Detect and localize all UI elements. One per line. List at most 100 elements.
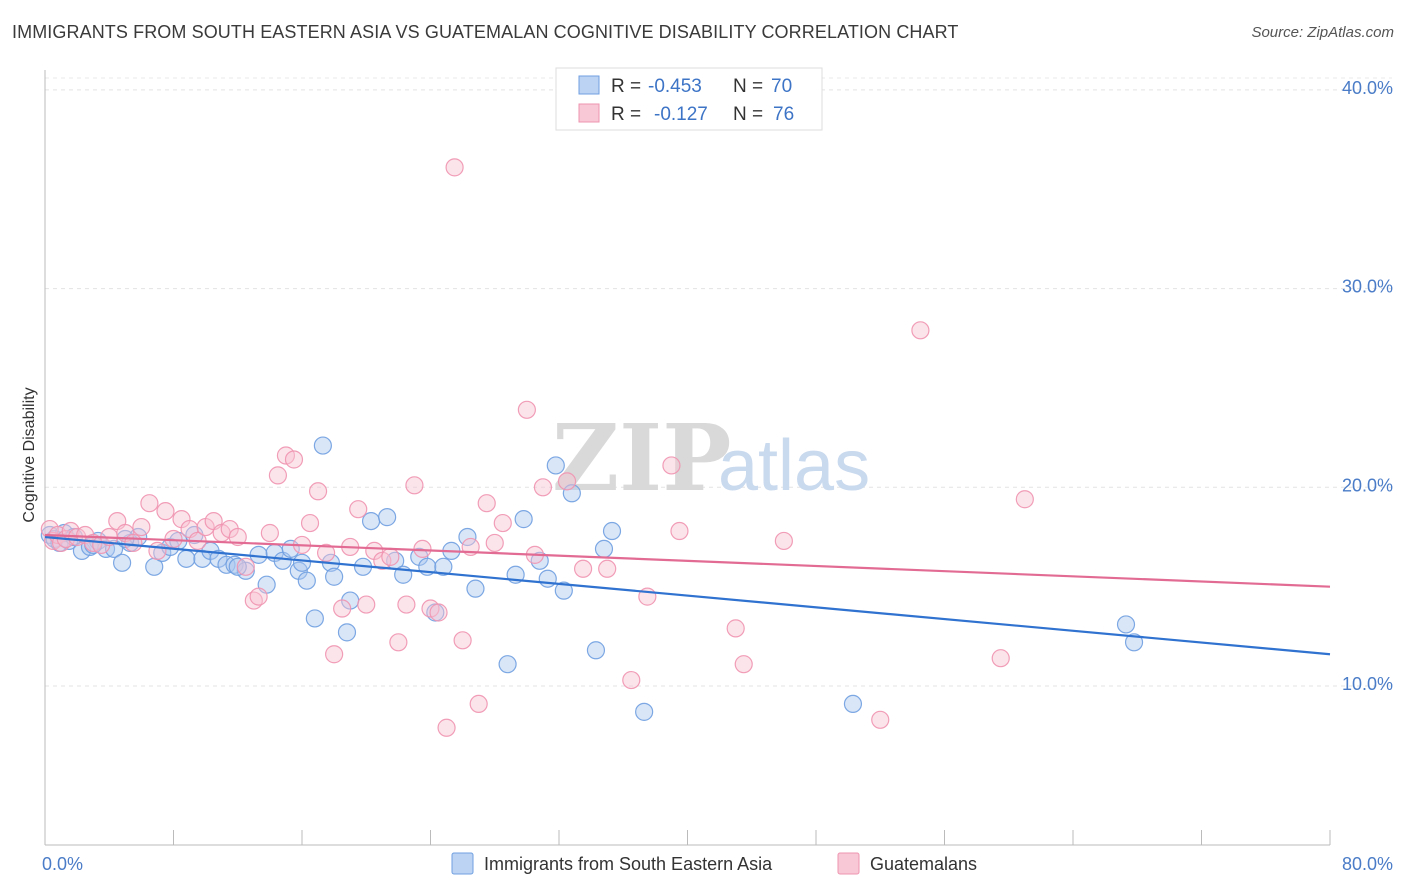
watermark-zip: ZIP (552, 404, 731, 512)
point-guatemalans (517, 400, 536, 419)
point-guatemalans (573, 559, 593, 578)
bottom-legend-label-guatemalans: Guatemalans (870, 854, 977, 874)
point-guatemalans (300, 513, 320, 533)
point-guatemalans (249, 587, 268, 606)
point-guatemalans (429, 603, 448, 622)
point-guatemalans (726, 619, 745, 638)
point-guatemalans (148, 541, 167, 560)
point-guatemalans (453, 631, 472, 650)
point-sea (538, 569, 557, 588)
watermark: ZIP atlas (552, 404, 870, 512)
point-guatemalans (316, 543, 336, 562)
point-guatemalans (381, 547, 400, 566)
point-sea (514, 510, 533, 529)
point-sea (292, 553, 312, 572)
axes: 10.0% 20.0% 30.0% 40.0% (44, 70, 1393, 846)
watermark-atlas: atlas (718, 426, 870, 506)
point-guatemalans (308, 482, 328, 501)
point-sea (1116, 615, 1136, 634)
point-sea (562, 484, 581, 503)
point-sea (177, 549, 196, 568)
y-tick-label: 30.0% (1342, 277, 1393, 297)
legend-swatch-guatemalans (578, 103, 600, 123)
point-guatemalans (357, 595, 376, 614)
point-guatemalans (493, 513, 512, 533)
x-tick-label-min: 0.0% (42, 854, 83, 874)
point-sea (225, 555, 244, 574)
point-sea (313, 436, 332, 455)
legend-r-label-sea: R = (611, 76, 641, 97)
chart-title: IMMIGRANTS FROM SOUTH EASTERN ASIA VS GU… (12, 22, 959, 42)
point-guatemalans (445, 158, 464, 177)
point-sea (305, 609, 324, 628)
point-sea (554, 581, 573, 600)
legend-r-label-guatemalans: R = (611, 104, 641, 125)
point-sea (530, 551, 549, 570)
legend-r-value-sea: -0.453 (648, 76, 702, 97)
series-legend: Immigrants from South Eastern Asia Guate… (451, 852, 977, 875)
point-guatemalans (132, 517, 151, 537)
point-sea (458, 527, 477, 547)
point-sea (337, 623, 357, 642)
point-guatemalans (397, 595, 416, 614)
point-guatemalans (662, 456, 681, 475)
trend-line-guatemalans (44, 533, 1331, 588)
point-sea (635, 702, 654, 721)
point-sea (546, 456, 565, 475)
point-guatemalans (389, 633, 408, 652)
point-guatemalans (774, 531, 793, 551)
point-guatemalans (140, 494, 159, 513)
point-guatemalans (557, 472, 577, 491)
correlation-legend: R = -0.453 N = 70 R = -0.127 N = 76 (555, 67, 823, 131)
point-sea (466, 579, 485, 598)
point-guatemalans (268, 466, 288, 485)
trend-line-sea (44, 535, 1331, 656)
bottom-legend-swatch-sea (451, 852, 474, 875)
point-guatemalans (349, 500, 368, 519)
point-sea (498, 655, 517, 674)
point-guatemalans (670, 521, 689, 541)
point-sea (112, 553, 132, 572)
point-guatemalans (325, 645, 344, 664)
y-tick-label: 40.0% (1342, 78, 1393, 98)
y-tick-label: 10.0% (1342, 674, 1393, 694)
legend-swatch-sea (578, 75, 600, 95)
point-sea (361, 511, 381, 531)
trend-lines (44, 533, 1331, 656)
point-guatemalans (156, 502, 175, 521)
point-guatemalans (228, 527, 247, 547)
bottom-legend-label-sea: Immigrants from South Eastern Asia (484, 854, 773, 874)
point-guatemalans (284, 450, 304, 469)
point-guatemalans (485, 533, 504, 553)
legend-box (555, 67, 823, 131)
x-tick-label-max: 80.0% (1342, 854, 1393, 874)
point-sea (1124, 633, 1144, 652)
legend-n-value-guatemalans: 76 (773, 104, 794, 125)
point-guatemalans (236, 557, 255, 576)
point-sea (297, 571, 316, 590)
point-guatemalans (260, 523, 279, 543)
y-tick-label: 20.0% (1342, 475, 1393, 495)
y-axis-label-group: Cognitive Disability (21, 387, 38, 522)
point-guatemalans (533, 478, 553, 497)
y-axis-label: Cognitive Disability (21, 387, 38, 522)
chart-source: Source: ZipAtlas.com (1251, 24, 1394, 41)
legend-n-label-guatemalans: N = (733, 104, 763, 125)
point-guatemalans (734, 655, 753, 674)
legend-r-value-guatemalans: -0.127 (654, 104, 708, 125)
point-sea (378, 508, 397, 527)
point-guatemalans (991, 649, 1010, 668)
point-sea (586, 641, 606, 660)
point-guatemalans (477, 494, 496, 513)
point-sea (325, 567, 344, 586)
point-sea (594, 539, 614, 559)
point-sea (843, 694, 863, 714)
legend-n-label-sea: N = (733, 76, 763, 97)
point-guatemalans (124, 533, 143, 553)
bottom-legend-swatch-guatemalans (837, 852, 860, 875)
point-guatemalans (469, 694, 488, 714)
point-guatemalans (437, 718, 456, 737)
point-guatemalans (1015, 490, 1034, 509)
point-guatemalans (622, 670, 641, 690)
